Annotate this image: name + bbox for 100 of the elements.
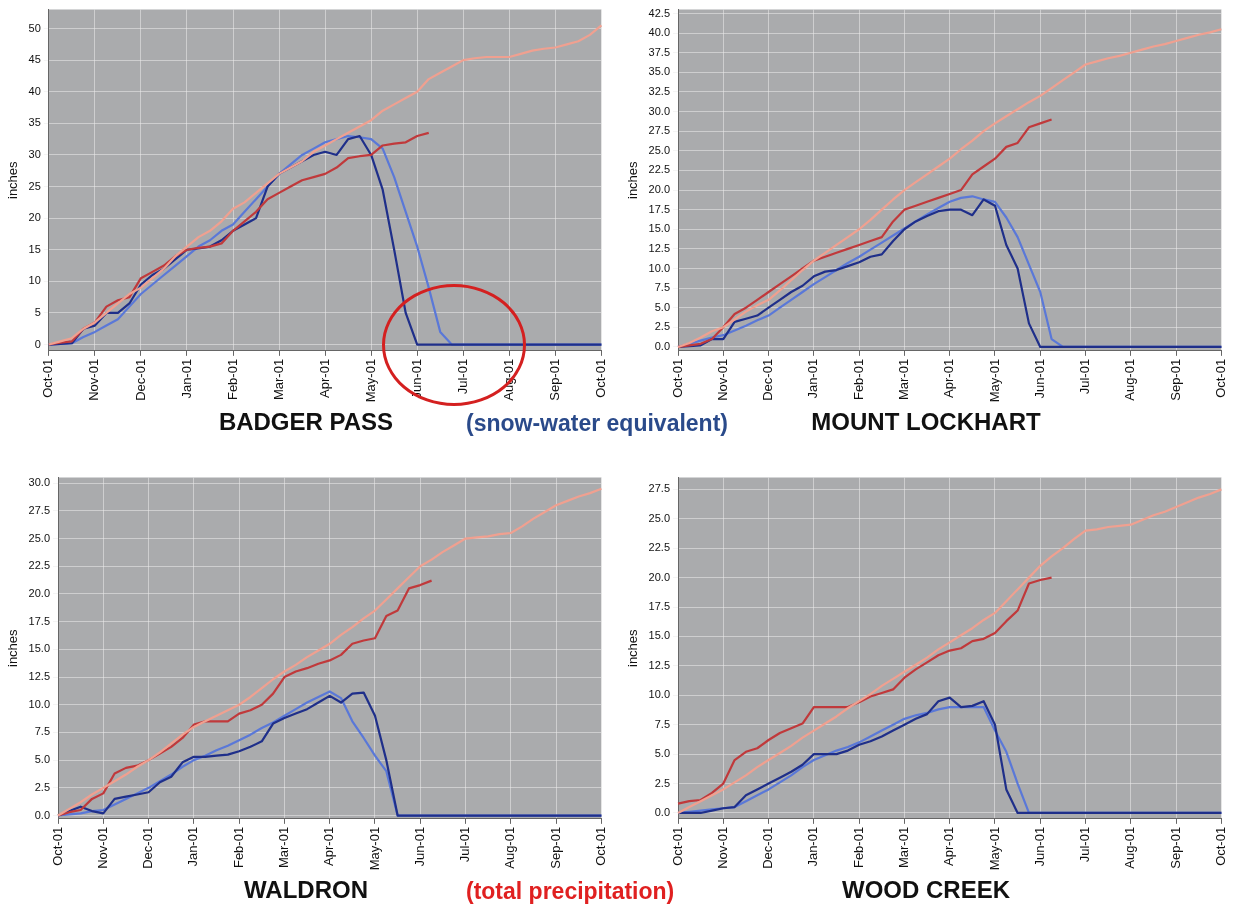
- y-tick-label: 17.5: [28, 614, 51, 627]
- y-tick-label: 7.5: [654, 281, 671, 294]
- x-tick-label: Mar-01: [276, 826, 291, 869]
- y-tick-label: 5.0: [654, 300, 671, 313]
- y-tick-label: 15.0: [28, 642, 51, 655]
- x-tick-label: Jan-01: [185, 826, 201, 867]
- x-tick-label: Jul-01: [457, 826, 473, 863]
- y-tick-label: 2.5: [654, 320, 671, 333]
- x-tick-label: Jul-01: [454, 358, 470, 395]
- x-tick-label: Oct-01: [49, 826, 65, 866]
- x-tick-label: Apr-01: [316, 358, 332, 398]
- y-tick-label: 10.0: [648, 261, 671, 274]
- x-tick-label: Sep-01: [547, 826, 563, 869]
- x-tick-label: Dec-01: [760, 358, 776, 401]
- y-tick-label: 10.0: [648, 688, 671, 701]
- y-tick-label: 25.0: [648, 511, 671, 524]
- y-tick-label: 20: [28, 211, 41, 224]
- x-tick-label: Feb-01: [850, 358, 866, 401]
- x-tick-label: Oct-01: [592, 826, 608, 866]
- y-tick-label: 45: [28, 53, 41, 66]
- y-tick-label: 5.0: [34, 753, 51, 766]
- x-tick-label: Oct-01: [1212, 826, 1228, 866]
- x-tick-label: Dec-01: [132, 358, 148, 401]
- x-tick-label: Jun-01: [1031, 826, 1047, 867]
- text: BADGER PASS: [218, 408, 394, 436]
- x-tick-label: Jul-01: [1077, 826, 1093, 863]
- x-tick-label: Sep-01: [1167, 826, 1183, 869]
- y-tick-label: 0.0: [654, 806, 671, 818]
- x-tick-label: Apr-01: [941, 826, 957, 866]
- x-tick-label: Feb-01: [230, 826, 246, 869]
- y-axis-title: inches: [625, 628, 641, 668]
- x-tick-label: Aug-01: [1122, 826, 1138, 869]
- y-axis-title: inches: [5, 160, 21, 200]
- y-tick-label: 32.5: [648, 85, 671, 97]
- y-tick-label: 40: [28, 84, 41, 97]
- y-tick-label: 35.0: [648, 65, 671, 78]
- x-tick-label: Nov-01: [714, 358, 730, 401]
- y-tick-label: 15.0: [648, 222, 671, 235]
- x-tick-label: Jun-01: [411, 826, 427, 867]
- y-tick-label: 7.5: [654, 717, 671, 730]
- y-tick-label: 20.0: [648, 183, 671, 196]
- y-tick-label: 20.0: [648, 570, 671, 583]
- x-tick-label: Feb-01: [224, 358, 240, 401]
- y-tick-label: 17.5: [648, 600, 671, 613]
- y-tick-label: 12.5: [648, 658, 671, 671]
- x-tick-label: Nov-01: [714, 826, 730, 869]
- y-tick-label: 2.5: [654, 776, 671, 789]
- y-tick-label: 22.5: [28, 559, 51, 572]
- y-tick-label: 25: [28, 179, 41, 192]
- y-tick-label: 0.0: [34, 808, 51, 821]
- y-tick-label: 30.0: [648, 104, 671, 117]
- x-tick-label: Oct-01: [669, 358, 685, 398]
- x-tick-label: Jan-01: [805, 358, 821, 399]
- x-tick-label: Oct-01: [40, 358, 56, 398]
- y-tick-label: 15: [28, 242, 41, 255]
- y-tick-label: 27.5: [648, 124, 671, 137]
- x-tick-label: Aug-01: [500, 358, 516, 401]
- y-tick-label: 17.5: [648, 202, 671, 215]
- y-tick-label: 5: [34, 305, 41, 318]
- x-tick-label: May-01: [366, 826, 382, 871]
- x-tick-label: Oct-01: [669, 826, 685, 866]
- x-tick-label: Apr-01: [941, 358, 957, 398]
- y-tick-label: 10.0: [28, 697, 51, 710]
- y-tick-label: 10: [28, 274, 41, 287]
- text: WOOD CREEK: [842, 876, 1011, 904]
- x-tick-label: Nov-01: [94, 826, 110, 869]
- y-tick-label: 22.5: [648, 163, 671, 176]
- y-tick-label: 25.0: [28, 531, 51, 544]
- x-tick-label: Dec-01: [760, 826, 776, 869]
- y-tick-label: 35: [28, 116, 41, 129]
- x-tick-label: Mar-01: [896, 826, 911, 869]
- x-tick-label: Jul-01: [1077, 358, 1093, 395]
- y-tick-label: 22.5: [648, 541, 671, 554]
- x-tick-label: Mar-01: [896, 358, 911, 401]
- y-tick-label: 2.5: [34, 780, 51, 793]
- text: WALDRON: [244, 876, 368, 904]
- x-tick-label: May-01: [986, 826, 1002, 871]
- y-tick-label: 27.5: [648, 482, 671, 495]
- x-tick-label: Aug-01: [502, 826, 518, 869]
- x-tick-label: Aug-01: [1122, 358, 1138, 401]
- y-tick-label: 30.0: [28, 476, 51, 489]
- y-axis-title: inches: [625, 160, 641, 200]
- x-tick-label: Oct-01: [592, 358, 608, 398]
- y-tick-label: 0: [34, 337, 41, 350]
- text: (total precipitation): [466, 878, 675, 905]
- y-tick-label: 20.0: [28, 586, 51, 599]
- y-tick-label: 25.0: [648, 143, 671, 156]
- x-tick-label: Sep-01: [1167, 358, 1183, 401]
- y-tick-label: 40.0: [648, 26, 671, 39]
- y-tick-label: 5.0: [654, 747, 671, 760]
- x-tick-label: Oct-01: [1212, 358, 1228, 398]
- x-tick-label: Jun-01: [1031, 358, 1047, 399]
- y-tick-label: 42.5: [648, 6, 671, 19]
- y-tick-label: 30: [28, 147, 41, 160]
- x-tick-label: Sep-01: [546, 358, 562, 401]
- y-tick-label: 37.5: [648, 45, 671, 58]
- y-tick-label: 27.5: [28, 503, 51, 516]
- y-tick-label: 15.0: [648, 629, 671, 642]
- y-tick-label: 12.5: [648, 241, 671, 254]
- y-tick-label: 0.0: [654, 339, 671, 352]
